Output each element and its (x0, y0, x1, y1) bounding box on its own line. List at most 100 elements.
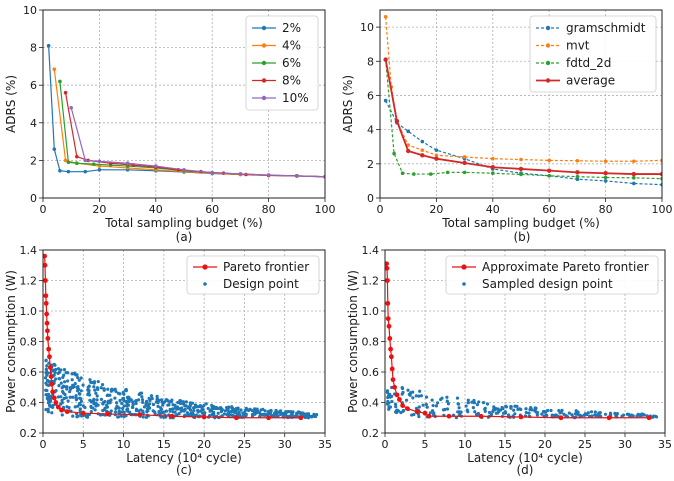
design-point (141, 415, 145, 419)
design-point (312, 412, 316, 416)
design-point (200, 411, 205, 415)
series-point-gramschmidt (603, 179, 608, 183)
design-point (197, 405, 201, 409)
legend-marker-design (203, 282, 207, 286)
legend-marker-10% (261, 95, 267, 101)
design-point (439, 397, 443, 402)
design-point (121, 406, 125, 411)
design-point (290, 412, 294, 416)
design-point (499, 408, 503, 412)
x-tick-label: 35 (658, 438, 672, 451)
y-tick-label: 0 (30, 192, 37, 205)
design-point (641, 413, 646, 417)
x-tick-label: 40 (149, 203, 163, 216)
design-point (161, 400, 165, 404)
design-point (594, 413, 599, 417)
design-point (613, 411, 617, 415)
x-tick-label: 30 (278, 438, 292, 451)
design-point (94, 404, 98, 408)
design-point (593, 410, 597, 414)
design-point (411, 396, 415, 400)
design-point (297, 410, 302, 414)
y-tick-label: 0.2 (20, 427, 38, 440)
design-point (99, 386, 103, 390)
design-point (255, 411, 259, 415)
design-point (74, 394, 78, 398)
y-tick-label: 1.2 (20, 275, 38, 288)
design-point (144, 401, 149, 405)
design-point (57, 384, 61, 388)
series-point-10% (154, 164, 158, 168)
series-point-average (394, 118, 400, 124)
design-point (93, 388, 97, 392)
series-point-2% (66, 169, 71, 174)
legend-label: 8% (282, 74, 301, 88)
pareto-point (46, 346, 52, 352)
design-point (63, 380, 67, 384)
design-point (86, 385, 90, 389)
pareto-point (49, 381, 55, 387)
y-tick-label: 10 (360, 21, 374, 34)
series-point-mvt (603, 159, 608, 164)
design-point (81, 383, 85, 387)
series-point-10% (83, 158, 88, 163)
x-tick-label: 10 (458, 438, 472, 451)
design-point (103, 400, 107, 404)
legend-label: 2% (282, 21, 301, 35)
series-point-10% (69, 105, 73, 110)
series-point-10% (210, 170, 214, 175)
design-point (621, 413, 626, 417)
series-point-average (518, 166, 524, 172)
design-point (269, 413, 273, 417)
legend-label: Sampled design point (482, 277, 613, 291)
x-tick-label: 0 (40, 203, 47, 216)
series-point-mvt (547, 158, 551, 163)
x-tick-label: 15 (498, 438, 512, 451)
design-point (286, 410, 291, 414)
series-point-average (575, 170, 580, 175)
design-point (399, 410, 403, 415)
design-point (223, 409, 227, 413)
pareto-point (385, 278, 390, 283)
design-point (44, 371, 48, 375)
pareto-point (201, 414, 207, 420)
design-point (509, 406, 513, 410)
design-point (483, 406, 487, 410)
y-tick-label: 8 (367, 55, 374, 68)
design-point (385, 389, 390, 393)
series-point-mvt (519, 157, 523, 162)
design-point (52, 379, 56, 383)
series-point-2% (52, 147, 57, 151)
design-point (114, 389, 118, 394)
data-layer (46, 43, 325, 179)
legend-label: Approximate Pareto frontier (482, 260, 649, 274)
pareto-point (55, 404, 61, 410)
design-point (45, 393, 49, 397)
design-point (410, 413, 414, 417)
design-point (401, 408, 406, 413)
design-point (68, 395, 72, 399)
design-point (545, 413, 549, 417)
panel-b: 0 20 40 60 80 100 0 2 4 6 8 10 Total sampling budget… (341, 9, 673, 244)
series-point-2% (58, 168, 62, 173)
pareto-point (385, 300, 391, 306)
design-point (576, 410, 580, 414)
design-point (92, 385, 96, 389)
axes-frame (42, 9, 326, 199)
design-point (46, 401, 50, 405)
x-tick-label: 20 (92, 203, 106, 216)
series-point-6% (91, 162, 96, 166)
pareto-point (298, 415, 304, 421)
design-point (603, 412, 608, 416)
x-tick-label: 60 (542, 203, 556, 216)
design-point (156, 404, 160, 408)
series-point-2% (97, 168, 102, 172)
design-point (274, 408, 278, 413)
design-point (73, 405, 77, 409)
design-point (46, 407, 50, 411)
series-point-mvt (434, 153, 439, 158)
design-point (147, 402, 152, 406)
design-point (387, 407, 391, 411)
x-tick-label: 25 (237, 438, 251, 451)
x-tick-label: 100 (652, 203, 673, 216)
